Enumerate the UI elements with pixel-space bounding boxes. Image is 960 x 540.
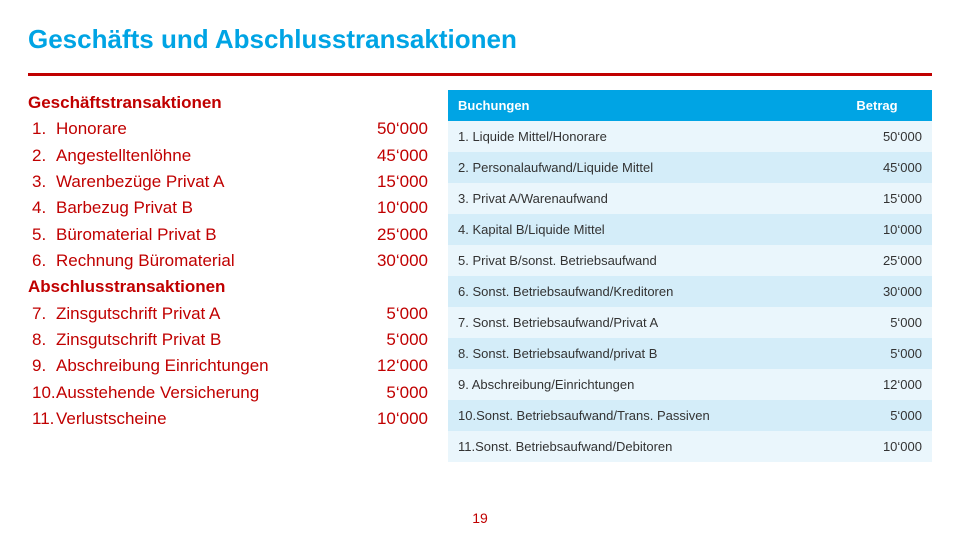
item-label: Barbezug Privat B <box>56 195 366 221</box>
item-number: 1. <box>28 116 56 142</box>
item-value: 5‘000 <box>366 380 428 406</box>
list-item: 7.Zinsgutschrift Privat A5‘000 <box>28 301 428 327</box>
table-row: 10.Sonst. Betriebsaufwand/Trans. Passive… <box>448 400 932 431</box>
item-number: 9. <box>28 353 56 379</box>
slide: Geschäfts und Abschlusstransaktionen Ges… <box>0 0 960 540</box>
item-label: Verlustscheine <box>56 406 366 432</box>
cell-betrag: 45‘000 <box>822 152 932 183</box>
table-row: 9. Abschreibung/Einrichtungen12‘000 <box>448 369 932 400</box>
item-number: 10. <box>28 380 56 406</box>
item-number: 11. <box>28 406 56 432</box>
item-value: 12‘000 <box>366 353 428 379</box>
item-label: Ausstehende Versicherung <box>56 380 366 406</box>
cell-betrag: 10‘000 <box>822 431 932 462</box>
item-value: 30‘000 <box>366 248 428 274</box>
item-label: Zinsgutschrift Privat A <box>56 301 366 327</box>
item-number: 2. <box>28 143 56 169</box>
item-value: 15‘000 <box>366 169 428 195</box>
cell-betrag: 30‘000 <box>822 276 932 307</box>
item-label: Büromaterial Privat B <box>56 222 366 248</box>
list-item: 11.Verlustscheine10‘000 <box>28 406 428 432</box>
cell-buchung: 10.Sonst. Betriebsaufwand/Trans. Passive… <box>448 400 822 431</box>
list-item: 6.Rechnung Büromaterial30‘000 <box>28 248 428 274</box>
item-number: 7. <box>28 301 56 327</box>
cell-buchung: 2. Personalaufwand/Liquide Mittel <box>448 152 822 183</box>
cell-betrag: 5‘000 <box>822 338 932 369</box>
transactions-list: Geschäftstransaktionen 1.Honorare50‘0002… <box>28 90 428 462</box>
table-row: 11.Sonst. Betriebsaufwand/Debitoren10‘00… <box>448 431 932 462</box>
table-row: 8. Sonst. Betriebsaufwand/privat B5‘000 <box>448 338 932 369</box>
table-row: 7. Sonst. Betriebsaufwand/Privat A5‘000 <box>448 307 932 338</box>
table-row: 4. Kapital B/Liquide Mittel10‘000 <box>448 214 932 245</box>
table-row: 1. Liquide Mittel/Honorare50‘000 <box>448 121 932 152</box>
table-row: 6. Sonst. Betriebsaufwand/Kreditoren30‘0… <box>448 276 932 307</box>
item-number: 4. <box>28 195 56 221</box>
list-item: 1.Honorare50‘000 <box>28 116 428 142</box>
item-value: 10‘000 <box>366 406 428 432</box>
list-item: 2.Angestelltenlöhne45‘000 <box>28 143 428 169</box>
cell-betrag: 5‘000 <box>822 400 932 431</box>
list-item: 5.Büromaterial Privat B25‘000 <box>28 222 428 248</box>
cell-buchung: 5. Privat B/sonst. Betriebsaufwand <box>448 245 822 276</box>
item-value: 5‘000 <box>366 327 428 353</box>
cell-betrag: 12‘000 <box>822 369 932 400</box>
table-header-buchungen: Buchungen <box>448 90 822 121</box>
bookings-table-container: Buchungen Betrag 1. Liquide Mittel/Honor… <box>448 90 932 462</box>
cell-buchung: 1. Liquide Mittel/Honorare <box>448 121 822 152</box>
cell-betrag: 10‘000 <box>822 214 932 245</box>
item-value: 10‘000 <box>366 195 428 221</box>
list-item: 9.Abschreibung Einrichtungen12‘000 <box>28 353 428 379</box>
item-label: Honorare <box>56 116 366 142</box>
cell-buchung: 6. Sonst. Betriebsaufwand/Kreditoren <box>448 276 822 307</box>
page-title: Geschäfts und Abschlusstransaktionen <box>28 24 932 55</box>
cell-betrag: 15‘000 <box>822 183 932 214</box>
section-head-2: Abschlusstransaktionen <box>28 274 428 300</box>
list-item: 10.Ausstehende Versicherung5‘000 <box>28 380 428 406</box>
list-item: 3.Warenbezüge Privat A15‘000 <box>28 169 428 195</box>
cell-buchung: 11.Sonst. Betriebsaufwand/Debitoren <box>448 431 822 462</box>
cell-buchung: 9. Abschreibung/Einrichtungen <box>448 369 822 400</box>
item-number: 3. <box>28 169 56 195</box>
item-number: 6. <box>28 248 56 274</box>
item-value: 50‘000 <box>366 116 428 142</box>
table-header-betrag: Betrag <box>822 90 932 121</box>
item-number: 8. <box>28 327 56 353</box>
bookings-table: Buchungen Betrag 1. Liquide Mittel/Honor… <box>448 90 932 462</box>
item-value: 5‘000 <box>366 301 428 327</box>
table-row: 3. Privat A/Warenaufwand15‘000 <box>448 183 932 214</box>
section-head-1: Geschäftstransaktionen <box>28 90 428 116</box>
item-label: Rechnung Büromaterial <box>56 248 366 274</box>
cell-buchung: 3. Privat A/Warenaufwand <box>448 183 822 214</box>
item-number: 5. <box>28 222 56 248</box>
page-number: 19 <box>0 510 960 526</box>
cell-buchung: 4. Kapital B/Liquide Mittel <box>448 214 822 245</box>
list-item: 4.Barbezug Privat B10‘000 <box>28 195 428 221</box>
item-label: Warenbezüge Privat A <box>56 169 366 195</box>
item-value: 25‘000 <box>366 222 428 248</box>
item-label: Zinsgutschrift Privat B <box>56 327 366 353</box>
cell-betrag: 25‘000 <box>822 245 932 276</box>
cell-buchung: 8. Sonst. Betriebsaufwand/privat B <box>448 338 822 369</box>
cell-betrag: 50‘000 <box>822 121 932 152</box>
body: Geschäftstransaktionen 1.Honorare50‘0002… <box>28 90 932 462</box>
title-container: Geschäfts und Abschlusstransaktionen <box>28 18 932 76</box>
item-value: 45‘000 <box>366 143 428 169</box>
cell-buchung: 7. Sonst. Betriebsaufwand/Privat A <box>448 307 822 338</box>
list-item: 8.Zinsgutschrift Privat B5‘000 <box>28 327 428 353</box>
cell-betrag: 5‘000 <box>822 307 932 338</box>
item-label: Angestelltenlöhne <box>56 143 366 169</box>
table-row: 5. Privat B/sonst. Betriebsaufwand25‘000 <box>448 245 932 276</box>
table-row: 2. Personalaufwand/Liquide Mittel45‘000 <box>448 152 932 183</box>
item-label: Abschreibung Einrichtungen <box>56 353 366 379</box>
